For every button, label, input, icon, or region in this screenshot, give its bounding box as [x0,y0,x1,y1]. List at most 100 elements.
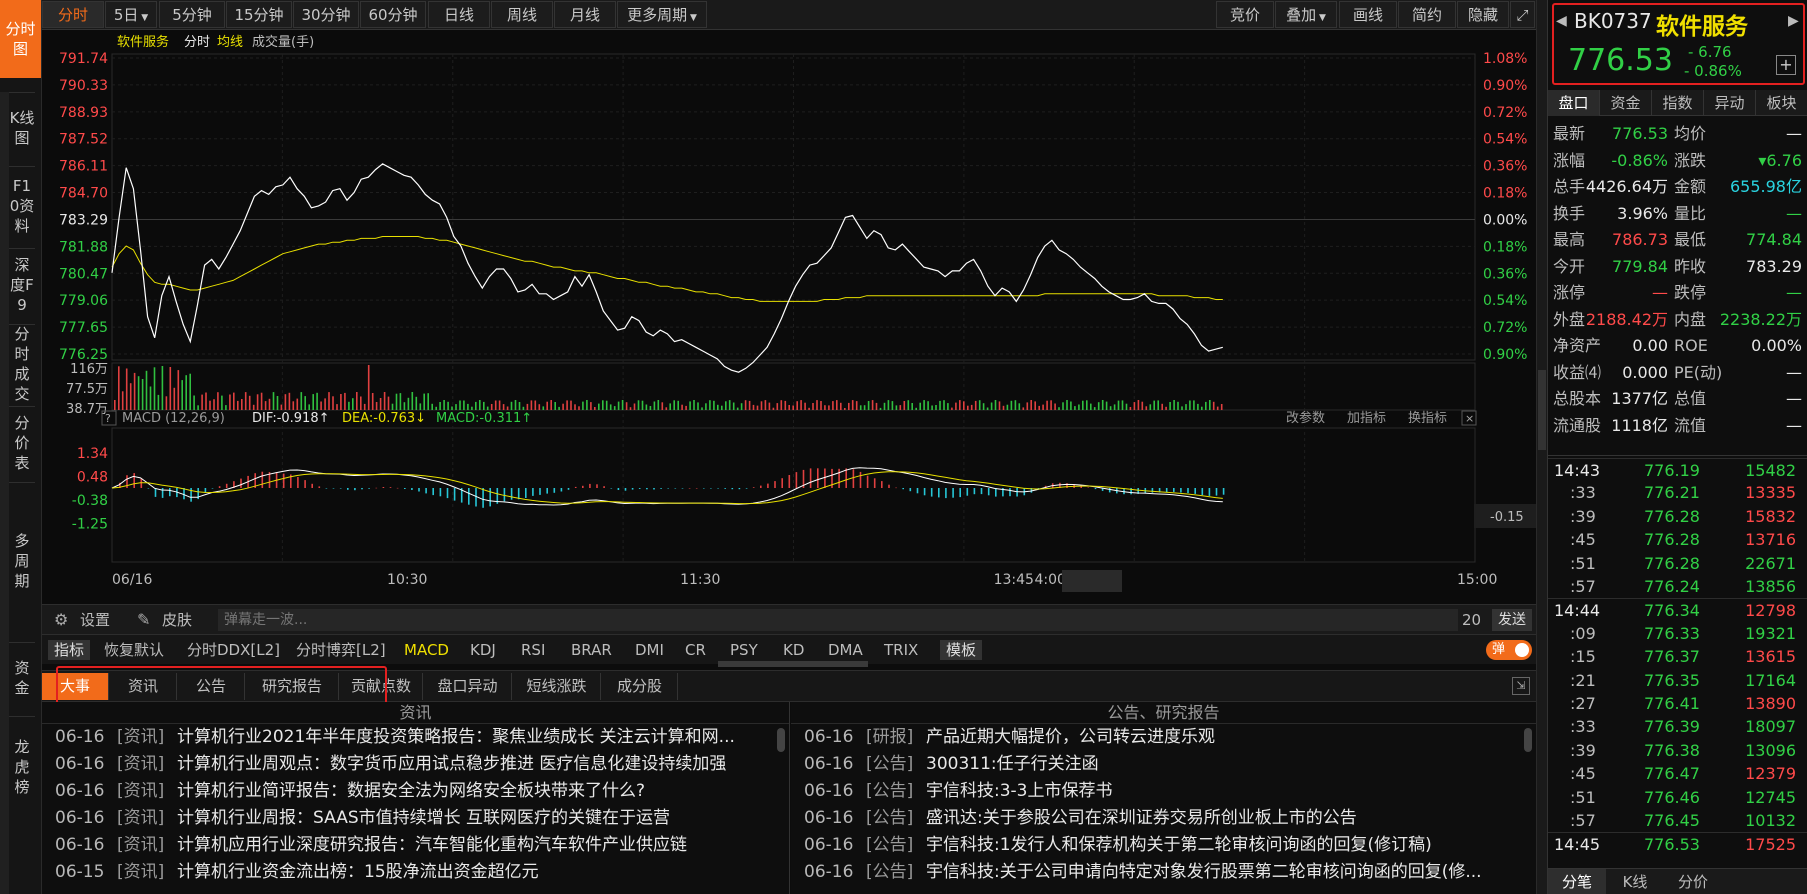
news-row[interactable]: 06-15 [资讯] 计算机行业资金流出榜：15股净流出资金超亿元 [42,859,789,886]
nav-funds[interactable]: 资金 [9,642,35,712]
news-title[interactable]: 宇信科技:3-3上市保荐书 [926,781,1113,801]
ind-ddx[interactable]: 分时DDX[L2] [187,641,280,659]
add-indicator-link[interactable]: 加指标 [1347,411,1386,426]
tab-index[interactable]: 指数 [1652,90,1704,116]
fullscreen-icon[interactable]: ⤢ [1510,1,1535,28]
restore-default[interactable]: 恢复默认 [104,641,165,659]
splitter-scrollbar[interactable] [1536,0,1547,894]
nav-multi-period[interactable]: 多周期 [9,482,35,638]
ind-dma[interactable]: DMA [828,641,863,659]
ind-rsi[interactable]: RSI [521,641,546,659]
intraday-chart-svg[interactable]: 791.74 790.33 788.93 787.52 786.11 784.70 783.… [42,30,1536,604]
tab-announcements[interactable]: 公告 [178,673,245,700]
news-row[interactable]: 06-16 [资讯] 计算机行业周观点：数字货币应用试点稳步推进 医疗信息化建设持续… [42,751,789,778]
period-5day[interactable]: 5日 ▼ [105,1,157,28]
tab-news[interactable]: 资讯 [110,673,177,700]
tab-short-term[interactable]: 短线涨跌 [513,673,601,700]
news-row[interactable]: 06-16 [公告] 宇信科技:3-3上市保荐书 [791,778,1536,805]
news-title[interactable]: 产品近期大幅提价，公司转云进度乐观 [926,727,1215,747]
tab-components[interactable]: 成分股 [602,673,678,700]
change-params-link[interactable]: 改参数 [1286,410,1325,426]
news-title[interactable]: 300311:任子行关注函 [926,754,1099,774]
period-60min[interactable]: 60分钟 [360,1,426,28]
news-row[interactable]: 06-16 [资讯] 计算机行业周报：SAAS市值持续增长 互联网医疗的关键在于运营 [42,805,789,832]
period-30min[interactable]: 30分钟 [293,1,359,28]
ind-cr[interactable]: CR [685,641,706,659]
period-month[interactable]: 月线 [554,1,616,28]
news-title[interactable]: 盛讯达:关于参股公司在深圳证券交易所创业板上市的公告 [926,808,1357,828]
news-row[interactable]: 06-16 [资讯] 计算机行业简评报告：数据安全法为网络安全板块带来了什么? [42,778,789,805]
nav-price-table[interactable]: 分价表 [9,406,35,478]
period-day[interactable]: 日线 [428,1,490,28]
ind-kdj[interactable]: KDJ [470,641,496,659]
tab-kline-r[interactable]: K线 [1622,873,1648,891]
close-indicator-icon[interactable] [1461,410,1477,426]
tab-anomaly-r[interactable]: 异动 [1704,90,1756,116]
danmu-input[interactable] [218,609,1458,631]
news-right-scrollbar[interactable] [1524,728,1532,752]
news-title[interactable]: 计算机行业简评报告：数据安全法为网络安全板块带来了什么? [177,781,646,801]
news-title[interactable]: 计算机行业周观点：数字货币应用试点稳步推进 医疗信息化建设持续加强 [177,754,727,774]
news-row[interactable]: 06-16 [公告] 宇信科技:关于公司申请向特定对象发行股票第二轮审核问询函的回复… [791,859,1536,886]
scroll-thumb[interactable] [1538,370,1546,450]
nav-kline[interactable]: K线图 [9,92,35,162]
tab-pankou[interactable]: 盘口 [1548,90,1600,116]
panel-splitter-handle[interactable] [718,661,868,667]
news-title[interactable]: 计算机行业资金流出榜：15股净流出资金超亿元 [177,862,539,882]
ind-psy[interactable]: PSY [730,641,758,659]
ind-dmi[interactable]: DMI [635,641,664,659]
settings-label[interactable]: 设置 [80,611,111,629]
tab-big-events[interactable]: 大事 [42,673,109,700]
news-title[interactable]: 计算机行业2021年半年度投资策略报告：聚焦业绩成长 关注云计算和网... [177,727,735,747]
ind-trix[interactable]: TRIX [884,641,919,659]
auction-button[interactable]: 竞价 [1216,1,1274,28]
news-title[interactable]: 宇信科技:1发行人和保荐机构关于第二轮审核问询函的回复(修订稿) [926,835,1432,855]
draw-line-button[interactable]: 画线 [1339,1,1397,28]
news-row[interactable]: 06-16 [研报] 产品近期大幅提价，公司转云进度乐观 [791,724,1536,751]
ind-kd[interactable]: KD [783,641,805,659]
danmu-toggle[interactable]: 弹 [1486,640,1532,660]
period-more[interactable]: 更多周期 ▼ [617,1,707,28]
news-title[interactable]: 计算机行业周报：SAAS市值持续增长 互联网医疗的关键在于运营 [177,808,671,828]
tab-sector[interactable]: 板块 [1756,90,1807,116]
tab-price-dist[interactable]: 分价 [1677,873,1708,891]
nav-depth[interactable]: 深度F9 [9,248,35,320]
news-row[interactable]: 06-16 [资讯] 计算机行业2021年半年度投资策略报告：聚焦业绩成长 关注云计… [42,724,789,751]
ind-macd[interactable]: MACD [404,641,449,659]
tab-ticks[interactable]: 分笔 [1548,869,1606,894]
add-watchlist-icon[interactable]: + [1776,55,1796,75]
tab-anomaly[interactable]: 盘口异动 [424,673,512,700]
template-button[interactable]: 模板 [940,640,983,660]
tab-funds[interactable]: 资金 [1600,90,1652,116]
period-15min[interactable]: 15分钟 [226,1,292,28]
news-row[interactable]: 06-16 [资讯] 计算机应用行业深度研究报告：汽车智能化重构汽车软件产业供应链 [42,832,789,859]
hide-button[interactable]: 隐藏▸▸ [1457,1,1509,50]
tab-contrib[interactable]: 贡献点数 [340,673,423,700]
nav-fenshi[interactable]: 分时图 [0,0,41,78]
simple-button[interactable]: 简约 [1398,1,1456,28]
period-fenshi[interactable]: 分时 [42,1,104,28]
news-left-scrollbar[interactable] [777,728,785,752]
tab-research[interactable]: 研究报告 [246,673,339,700]
swap-indicator-link[interactable]: 换指标 [1408,411,1447,426]
gear-icon[interactable]: ⚙ [54,610,69,629]
nav-f10[interactable]: F10资料 [9,166,35,244]
prev-stock-icon[interactable]: ◀ [1556,13,1567,29]
period-5min[interactable]: 5分钟 [159,1,225,28]
ind-game[interactable]: 分时博弈[L2] [296,641,386,659]
next-stock-icon[interactable]: ▶ [1788,13,1799,29]
nav-dragon-tiger[interactable]: 龙虎榜 [9,716,35,816]
skin-label[interactable]: 皮肤 [162,611,193,629]
period-week[interactable]: 周线 [491,1,553,28]
news-row[interactable]: 06-16 [公告] 300311:任子行关注函 [791,751,1536,778]
send-button[interactable]: 发送 [1492,609,1532,631]
news-row[interactable]: 06-16 [公告] 宇信科技:1发行人和保荐机构关于第二轮审核问询函的回复(修订稿… [791,832,1536,859]
nav-fenshi-deal[interactable]: 分时成交 [9,324,35,403]
skin-icon[interactable]: ✎ [137,610,151,629]
overlay-button[interactable]: 叠加 ▼ [1275,1,1337,28]
news-title[interactable]: 宇信科技:关于公司申请向特定对象发行股票第二轮审核问询函的回复(修... [926,862,1482,882]
panel-collapse-icon[interactable]: ⇲ [1512,677,1530,695]
news-row[interactable]: 06-16 [公告] 盛讯达:关于参股公司在深圳证券交易所创业板上市的公告 [791,805,1536,832]
news-title[interactable]: 计算机应用行业深度研究报告：汽车智能化重构汽车软件产业供应链 [177,835,687,855]
ind-brar[interactable]: BRAR [571,641,612,659]
